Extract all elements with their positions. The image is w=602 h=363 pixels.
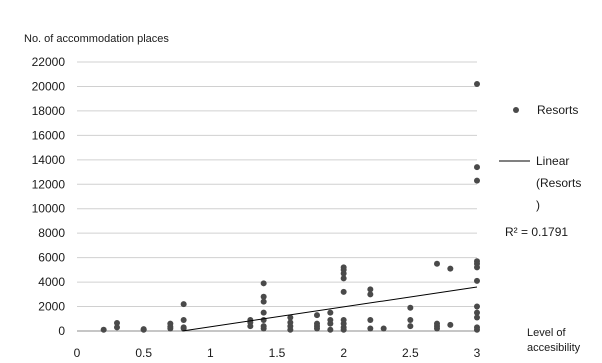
x-axis-title-line2: accesibility	[527, 342, 581, 354]
legend-marker-resorts	[513, 107, 519, 113]
data-point	[474, 277, 480, 284]
legend-label-linear-1: Linear	[536, 154, 569, 168]
r-squared-label: R² = 0.1791	[505, 225, 568, 239]
x-tick-label: 2.5	[402, 346, 419, 360]
data-point	[474, 164, 480, 171]
data-point	[314, 320, 320, 327]
y-tick-label: 2000	[38, 300, 65, 314]
data-point	[474, 177, 480, 184]
data-point	[474, 314, 480, 321]
data-point	[407, 316, 414, 323]
data-point	[367, 325, 374, 332]
data-point	[327, 316, 334, 323]
data-point	[447, 321, 454, 328]
data-point	[474, 303, 480, 310]
x-tick-label: 1	[207, 346, 214, 360]
data-point	[380, 325, 387, 332]
data-point	[474, 81, 480, 88]
data-point	[260, 298, 267, 305]
data-point	[140, 326, 147, 333]
data-point	[434, 260, 440, 267]
data-point	[367, 291, 374, 298]
y-tick-label: 4000	[38, 275, 65, 289]
y-tick-label: 20000	[32, 79, 66, 93]
data-point	[340, 288, 347, 295]
data-point	[260, 280, 267, 287]
data-point	[434, 320, 440, 327]
x-axis-title-line1: Level of	[527, 327, 566, 339]
trendline	[182, 286, 478, 332]
data-point	[247, 316, 254, 323]
data-point	[367, 286, 374, 293]
gridlines	[77, 61, 477, 332]
data-point	[327, 326, 334, 333]
data-point	[114, 320, 120, 327]
data-point	[260, 316, 267, 323]
data-point	[340, 316, 347, 323]
data-point	[287, 319, 294, 326]
y-tick-label: 12000	[32, 177, 66, 191]
data-point	[314, 312, 320, 319]
y-tick-label: 10000	[32, 202, 66, 216]
trendline-segment	[182, 286, 478, 332]
data-point	[287, 314, 294, 321]
legend-label-resorts: Resorts	[537, 103, 578, 117]
legend-label-linear-2: (Resorts	[536, 176, 581, 190]
y-tick-label: 22000	[32, 55, 66, 69]
data-point	[180, 324, 187, 331]
y-tick-label: 8000	[38, 226, 65, 240]
y-tick-label: 18000	[32, 104, 66, 118]
x-tick-label: 0.5	[135, 346, 152, 360]
data-point	[474, 258, 480, 265]
data-point	[474, 309, 480, 316]
x-tick-label: 2	[340, 346, 347, 360]
y-tick-labels: 0 2000 4000 6000 8000 10000 12000 14000 16000 180…	[32, 55, 66, 338]
data-point	[340, 275, 347, 282]
y-tick-label: 0	[58, 324, 65, 338]
data-point	[367, 316, 374, 323]
x-tick-label: 0	[74, 346, 81, 360]
x-tick-label: 1.5	[269, 346, 286, 360]
data-point	[167, 320, 174, 327]
data-point	[474, 324, 480, 331]
data-point	[100, 326, 107, 333]
data-point	[260, 293, 267, 300]
y-tick-label: 16000	[32, 128, 66, 142]
data-points	[100, 81, 480, 333]
x-tick-labels: 0 0.5 1 1.5 2 2.5 3	[74, 346, 481, 360]
y-tick-label: 6000	[38, 251, 65, 265]
data-point	[114, 324, 120, 331]
data-point	[327, 309, 334, 316]
data-point	[260, 309, 267, 316]
y-axis-title: No. of accommodation places	[24, 33, 169, 45]
data-point	[407, 323, 414, 330]
x-tick-label: 3	[474, 346, 481, 360]
y-tick-label: 14000	[32, 153, 66, 167]
data-point	[180, 316, 187, 323]
data-point	[260, 323, 267, 330]
data-point	[447, 265, 454, 272]
legend-label-linear-3: )	[536, 198, 540, 212]
data-point	[180, 301, 187, 308]
data-point	[340, 264, 347, 271]
data-point	[407, 304, 414, 311]
